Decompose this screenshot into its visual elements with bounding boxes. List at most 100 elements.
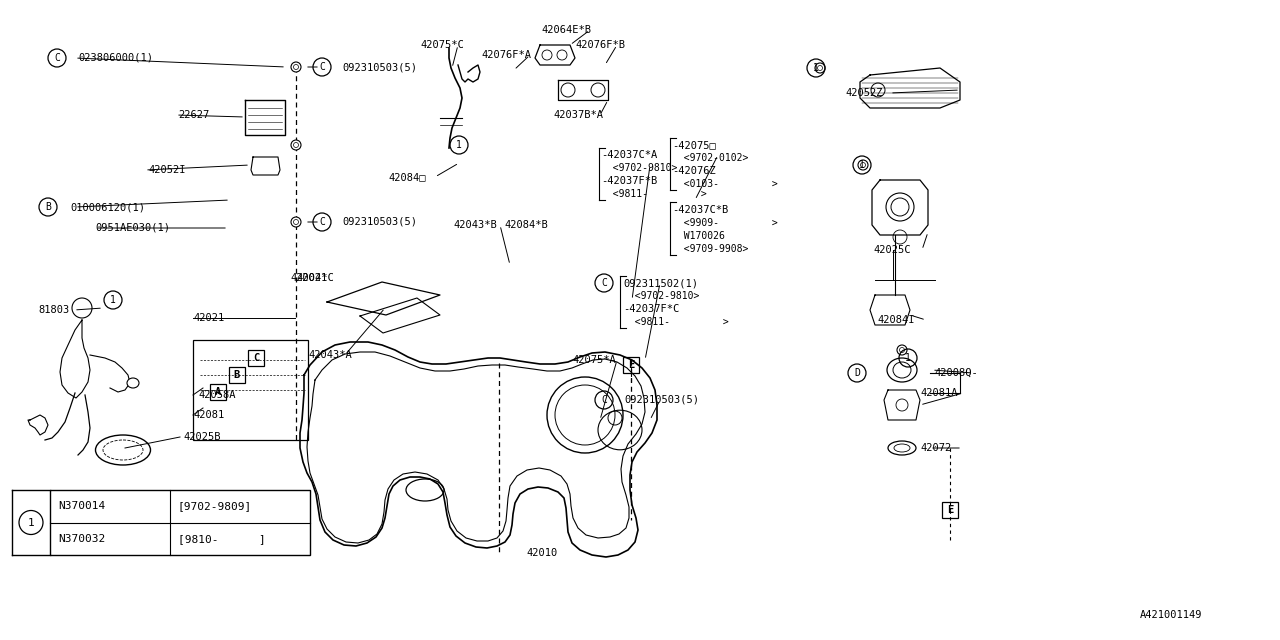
Text: 1: 1: [859, 160, 865, 170]
Bar: [193, 340, 308, 440]
Text: 42075*C: 42075*C: [420, 40, 463, 50]
Text: <0103-         >: <0103- >: [672, 179, 778, 189]
Text: 1: 1: [813, 63, 819, 73]
Bar: [623, 357, 639, 373]
Text: A421001149: A421001149: [1140, 610, 1202, 620]
Text: -42037C*B: -42037C*B: [672, 205, 728, 215]
Polygon shape: [28, 415, 49, 435]
Text: 42076F*A: 42076F*A: [481, 50, 531, 60]
Text: -42076Z: -42076Z: [672, 166, 716, 176]
Polygon shape: [60, 320, 90, 398]
Text: <9702-9810>: <9702-9810>: [623, 291, 699, 301]
Text: C: C: [319, 62, 325, 72]
Text: [9702-9809]: [9702-9809]: [178, 501, 252, 511]
Text: 0951AE030(1): 0951AE030(1): [95, 223, 170, 233]
Text: 42021: 42021: [193, 313, 224, 323]
Text: C: C: [319, 217, 325, 227]
Text: 42004*C: 42004*C: [291, 273, 334, 283]
Ellipse shape: [858, 160, 868, 170]
Text: 42010: 42010: [526, 548, 557, 558]
Text: E: E: [628, 360, 634, 370]
Text: C: C: [602, 278, 607, 288]
Text: [9810-      ]: [9810- ]: [178, 534, 266, 544]
Bar: [210, 384, 227, 400]
Text: E: E: [947, 505, 954, 515]
Text: N370032: N370032: [58, 534, 105, 544]
Ellipse shape: [291, 62, 301, 72]
Text: 010006120(1): 010006120(1): [70, 202, 145, 212]
Ellipse shape: [897, 345, 908, 355]
Polygon shape: [872, 180, 928, 235]
Text: C: C: [602, 395, 607, 405]
Text: 42058A: 42058A: [198, 390, 236, 400]
Text: C: C: [253, 353, 259, 363]
Text: 1: 1: [905, 353, 911, 363]
Text: -42075□: -42075□: [672, 140, 716, 150]
Text: 42081A: 42081A: [920, 388, 957, 398]
Text: <9811-         >: <9811- >: [602, 189, 707, 199]
Text: <9909-         >: <9909- >: [672, 218, 778, 228]
Polygon shape: [558, 80, 608, 100]
Text: 81803: 81803: [38, 305, 69, 315]
Text: 1: 1: [110, 295, 116, 305]
Text: 42081: 42081: [193, 410, 224, 420]
Text: 42008Q-: 42008Q-: [934, 368, 978, 378]
Text: 42075*A: 42075*A: [572, 355, 616, 365]
Text: -42037F*B: -42037F*B: [602, 176, 657, 186]
Text: C: C: [54, 53, 60, 63]
Polygon shape: [300, 342, 657, 557]
Text: D: D: [854, 368, 860, 378]
Text: N370014: N370014: [58, 501, 105, 511]
Text: -42037C*A: -42037C*A: [602, 150, 657, 160]
Text: <9811-         >: <9811- >: [623, 317, 728, 327]
Text: 22627: 22627: [178, 110, 209, 120]
Polygon shape: [870, 295, 910, 325]
Text: 1: 1: [28, 518, 35, 527]
Ellipse shape: [127, 378, 140, 388]
Ellipse shape: [291, 217, 301, 227]
Text: 092311502(1): 092311502(1): [623, 278, 698, 288]
Text: 42025B: 42025B: [183, 432, 220, 442]
Text: 42037B*A: 42037B*A: [553, 110, 603, 120]
Text: 092310503(5): 092310503(5): [342, 217, 417, 227]
Text: 42052I: 42052I: [148, 165, 186, 175]
Text: W170026: W170026: [672, 231, 724, 241]
Polygon shape: [884, 390, 920, 420]
Ellipse shape: [96, 435, 151, 465]
Text: B: B: [45, 202, 51, 212]
Text: <9702-0102>: <9702-0102>: [672, 153, 749, 163]
Text: 42043*A: 42043*A: [308, 350, 352, 360]
Text: 42043*B: 42043*B: [453, 220, 497, 230]
Text: -42037F*C: -42037F*C: [623, 304, 680, 314]
Bar: [942, 502, 957, 518]
Ellipse shape: [888, 441, 916, 455]
Polygon shape: [326, 282, 440, 315]
Text: <9709-9908>: <9709-9908>: [672, 244, 749, 254]
Ellipse shape: [291, 140, 301, 150]
Text: 42052Z: 42052Z: [845, 88, 882, 98]
Polygon shape: [244, 100, 285, 135]
Text: 42025C: 42025C: [873, 245, 910, 255]
Text: B: B: [234, 370, 241, 380]
Polygon shape: [860, 68, 960, 108]
Text: 42076F*B: 42076F*B: [575, 40, 625, 50]
Ellipse shape: [815, 63, 826, 73]
Bar: [229, 367, 244, 383]
Text: 42084□: 42084□: [388, 172, 425, 182]
Text: 1: 1: [456, 140, 462, 150]
Text: 42072: 42072: [920, 443, 951, 453]
Text: A: A: [215, 387, 221, 397]
Polygon shape: [251, 157, 280, 175]
Bar: [248, 350, 264, 366]
Text: 092310503(5): 092310503(5): [625, 395, 699, 405]
Text: 42084I: 42084I: [877, 315, 914, 325]
Text: 42084*B: 42084*B: [504, 220, 548, 230]
Polygon shape: [360, 298, 440, 333]
Text: <9702-9810>: <9702-9810>: [602, 163, 677, 173]
Bar: [50, 490, 310, 555]
Text: 023806000(1): 023806000(1): [78, 53, 154, 63]
Text: 42021: 42021: [296, 273, 328, 283]
Text: 092310503(5): 092310503(5): [342, 62, 417, 72]
Polygon shape: [535, 45, 575, 65]
Text: 42064E*B: 42064E*B: [541, 25, 591, 35]
